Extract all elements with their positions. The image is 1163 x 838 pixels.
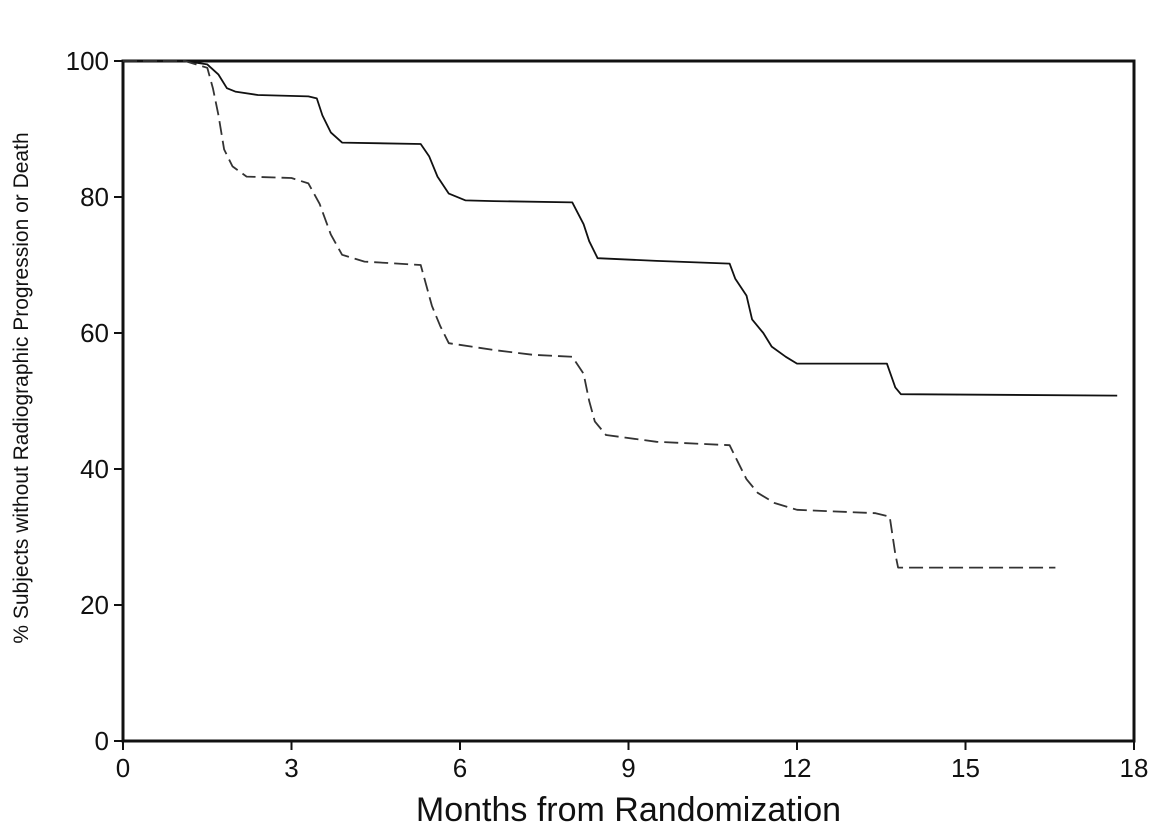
y-axis: 0 20 40 60 80 100 (66, 46, 123, 756)
x-tick-label: 0 (116, 753, 130, 783)
x-tick-label: 3 (284, 753, 298, 783)
y-axis-title: % Subjects without Radiographic Progress… (10, 132, 33, 643)
y-tick-label: 40 (80, 454, 109, 484)
x-tick-label: 9 (621, 753, 635, 783)
solid-survival-curve (123, 60, 1118, 397)
x-tick-label: 18 (1120, 753, 1149, 783)
y-tick-label: 60 (80, 318, 109, 348)
y-tick-label: 0 (95, 726, 109, 756)
y-tick-label: 20 (80, 590, 109, 620)
x-axis-title: Months from Randomization (416, 791, 841, 829)
y-tick-label: 100 (66, 46, 109, 76)
x-tick-label: 12 (783, 753, 812, 783)
series-layer (123, 60, 1118, 569)
x-tick-label: 6 (453, 753, 467, 783)
y-tick-label: 80 (80, 182, 109, 212)
plot-frame (121, 59, 1136, 743)
x-axis: 0 3 6 9 12 15 18 (116, 741, 1149, 783)
x-tick-label: 15 (951, 753, 980, 783)
dashed-survival-curve (123, 60, 1056, 569)
